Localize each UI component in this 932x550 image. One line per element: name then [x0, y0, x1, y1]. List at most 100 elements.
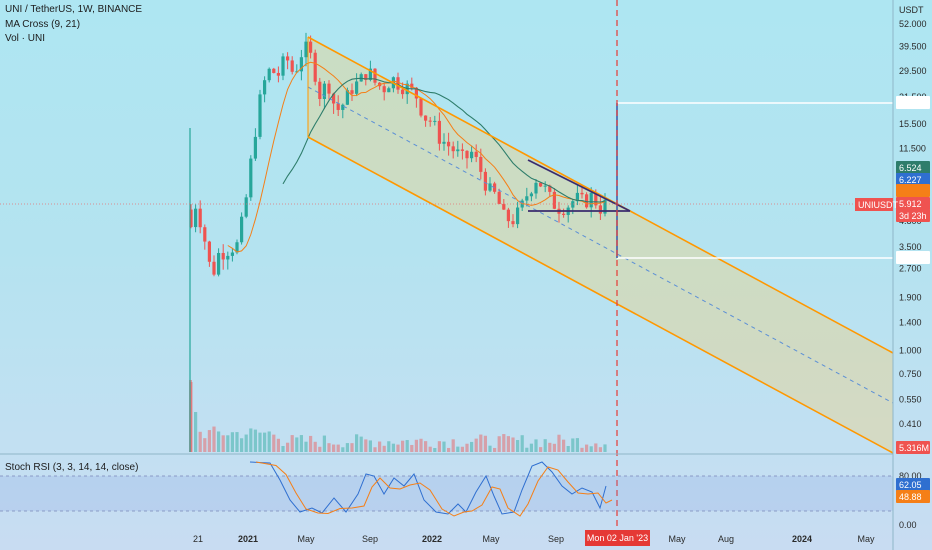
candle-body	[263, 80, 267, 95]
volume-bar	[585, 444, 589, 452]
volume-legend[interactable]: Vol · UNI	[5, 33, 46, 44]
badge-last-price-bg	[896, 197, 930, 210]
volume-bar	[520, 435, 524, 452]
price-axis[interactable]: USDT 52.00039.50029.50021.50015.50011.50…	[892, 0, 927, 550]
candle-body	[345, 90, 349, 105]
symbol-legend[interactable]: UNI / TetherUS, 1W, BINANCE	[5, 4, 143, 15]
candle-body	[189, 209, 193, 228]
time-axis[interactable]: 21 2021 May Sep 2022 May Sep May Aug 2024 May Mon 0…	[193, 530, 875, 546]
price-tick: 1.900	[899, 292, 922, 302]
volume-bar	[364, 439, 368, 452]
candle-body	[382, 86, 386, 93]
stoch-tick: 0.00	[899, 520, 917, 530]
volume-bar	[382, 445, 386, 452]
price-tick: 2.700	[899, 263, 922, 273]
candle-body	[543, 185, 547, 187]
price-tick: 0.550	[899, 395, 922, 405]
volume-bar	[318, 446, 322, 452]
candle-body	[414, 87, 418, 99]
candle-body	[350, 90, 354, 94]
volume-bar	[575, 438, 579, 452]
candle-body	[534, 182, 538, 194]
stoch-band	[0, 476, 893, 511]
badge-volume-bg	[896, 441, 930, 454]
stoch-rsi-legend[interactable]: Stoch RSI (3, 3, 14, 14, close)	[5, 462, 139, 473]
volume-bar	[217, 431, 221, 452]
channel-lower-line	[307, 136, 894, 454]
volume-bar	[322, 435, 326, 452]
volume-bar	[516, 440, 520, 452]
volume-bars	[189, 380, 607, 452]
volume-bar	[410, 444, 414, 452]
ma-cross-legend[interactable]: MA Cross (9, 21)	[5, 19, 81, 30]
volume-bar	[249, 428, 253, 452]
price-tick: 52.000	[899, 19, 927, 29]
volume-bar	[327, 443, 331, 452]
candle-body	[479, 156, 483, 172]
price-unit-label: USDT	[899, 5, 924, 15]
time-cursor-label: Mon 02 Jan '23	[587, 533, 648, 543]
volume-bar	[447, 447, 451, 452]
stoch-k-line	[249, 461, 607, 515]
candle-body	[525, 196, 529, 201]
volume-bar	[221, 435, 225, 452]
candle-body	[235, 242, 239, 253]
candle-body	[470, 151, 474, 159]
badge-ma-slow-bg	[896, 173, 930, 186]
price-tick: 1.400	[899, 318, 922, 328]
candle-body	[258, 94, 262, 137]
candle-body	[276, 72, 280, 76]
volume-bar	[401, 440, 405, 452]
badge-volume: 5.316M	[899, 443, 929, 453]
moving-averages	[227, 61, 606, 253]
candle-body	[332, 93, 336, 104]
volume-bar	[562, 439, 566, 452]
volume-bar	[313, 441, 317, 452]
volume-bar	[203, 438, 207, 452]
volume-bar	[534, 439, 538, 452]
candle-body	[460, 149, 464, 151]
candle-body	[240, 216, 244, 243]
candle-body	[511, 221, 515, 225]
candle-body	[313, 52, 317, 82]
volume-bar	[207, 430, 211, 452]
drawings[interactable]	[0, 0, 894, 528]
candle-body	[497, 191, 501, 204]
candle-body	[373, 68, 377, 83]
volume-bar	[405, 440, 409, 452]
candle-body	[396, 77, 400, 90]
ma-slow-line	[282, 77, 606, 203]
candle-body	[267, 68, 271, 81]
volume-bar	[552, 443, 556, 452]
volume-bar	[465, 443, 469, 452]
candle-body	[502, 203, 506, 210]
volume-bar	[437, 441, 441, 452]
badge-ma-fast-bg	[896, 161, 930, 174]
volume-bar	[295, 437, 299, 452]
candle-body	[424, 115, 428, 121]
badge-stoch-d-bg	[896, 490, 930, 503]
time-tick: May	[297, 534, 315, 544]
volume-bar	[391, 443, 395, 452]
candle-body	[253, 136, 257, 159]
candle-body	[575, 192, 579, 202]
candle-body	[368, 68, 372, 80]
candle-body	[410, 83, 414, 88]
candle-body	[249, 158, 253, 198]
price-tick: 0.750	[899, 369, 922, 379]
volume-bar	[451, 439, 455, 452]
channel-upper-line	[307, 36, 894, 354]
volume-bar	[539, 447, 543, 452]
candle-body	[217, 252, 221, 275]
badge-support: 3.025	[899, 253, 922, 263]
candle-body	[230, 252, 234, 256]
time-tick: 2024	[792, 534, 812, 544]
candle-body	[272, 68, 276, 73]
volume-bar	[571, 438, 575, 452]
volume-bar	[281, 446, 285, 452]
candle-body	[336, 103, 340, 110]
volume-bar	[543, 439, 547, 452]
volume-bar	[442, 441, 446, 452]
